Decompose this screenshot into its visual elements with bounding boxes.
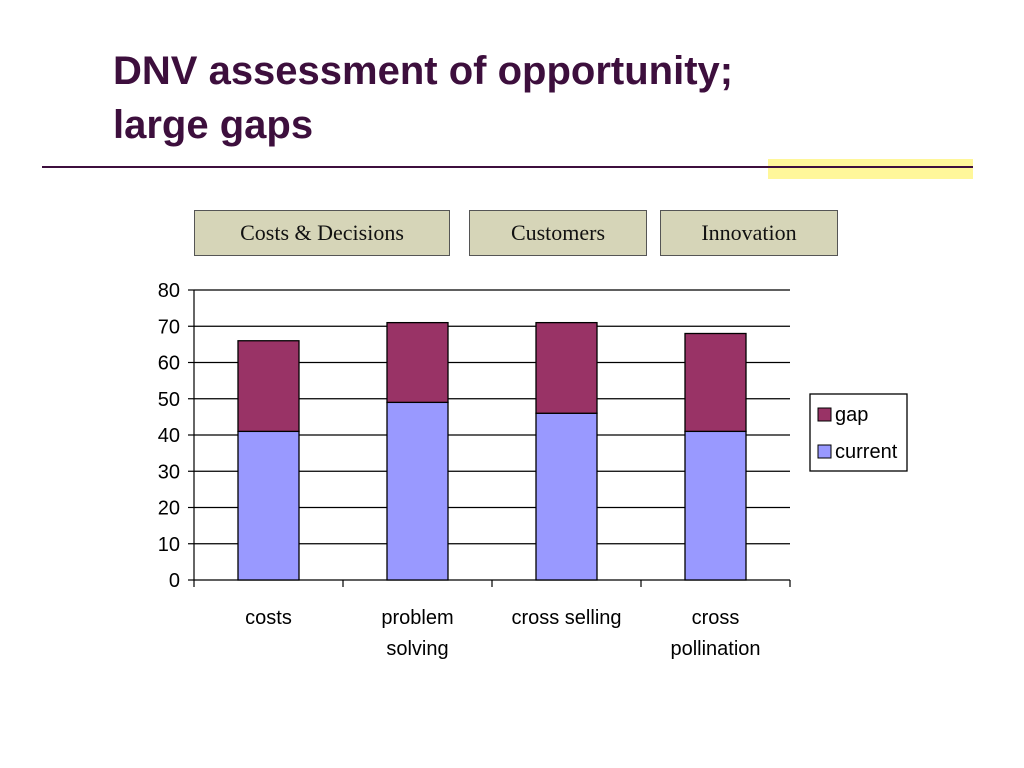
y-tick-label-30: 30: [158, 461, 180, 483]
y-tick-label-50: 50: [158, 389, 180, 411]
category-box-costs-decisions: Costs & Decisions: [194, 210, 450, 256]
bar-current-2: [535, 412, 598, 581]
legend-swatch-current: [817, 444, 832, 459]
category-box-customers: Customers: [469, 210, 647, 256]
title-underline: [42, 166, 972, 168]
y-tick-label-80: 80: [158, 280, 180, 302]
y-tick-label-20: 20: [158, 498, 180, 520]
y-tick-label-60: 60: [158, 353, 180, 375]
y-tick-label-40: 40: [158, 425, 180, 447]
bar-gap-1: [386, 321, 449, 404]
category-box-innovation: Innovation: [660, 210, 838, 256]
slide-title-line-1: DNV assessment of opportunity;: [113, 49, 734, 93]
y-tick-label-0: 0: [169, 570, 180, 592]
x-label-3-line-0: cross: [692, 607, 740, 629]
slide-title: DNV assessment of opportunity; large gap…: [113, 44, 913, 152]
bar-gap-3: [684, 332, 747, 433]
y-tick-label-70: 70: [158, 316, 180, 338]
x-label-1-line-1: solving: [386, 638, 448, 660]
legend-label-current: current: [835, 441, 898, 463]
slide-title-line-2: large gaps: [113, 103, 314, 147]
y-tick-label-10: 10: [158, 534, 180, 556]
bar-gap-2: [535, 321, 598, 414]
x-label-3-line-1: pollination: [670, 638, 760, 660]
bar-current-0: [237, 430, 300, 581]
bar-current-3: [684, 430, 747, 581]
bar-gap-0: [237, 340, 300, 433]
legend-label-gap: gap: [835, 404, 868, 426]
accent-highlight-bar: [768, 159, 973, 179]
bar-current-1: [386, 401, 449, 581]
x-label-0-line-0: costs: [245, 607, 292, 629]
x-label-1-line-0: problem: [381, 607, 453, 629]
x-label-2-line-0: cross selling: [511, 607, 621, 629]
legend-swatch-gap: [817, 407, 832, 422]
